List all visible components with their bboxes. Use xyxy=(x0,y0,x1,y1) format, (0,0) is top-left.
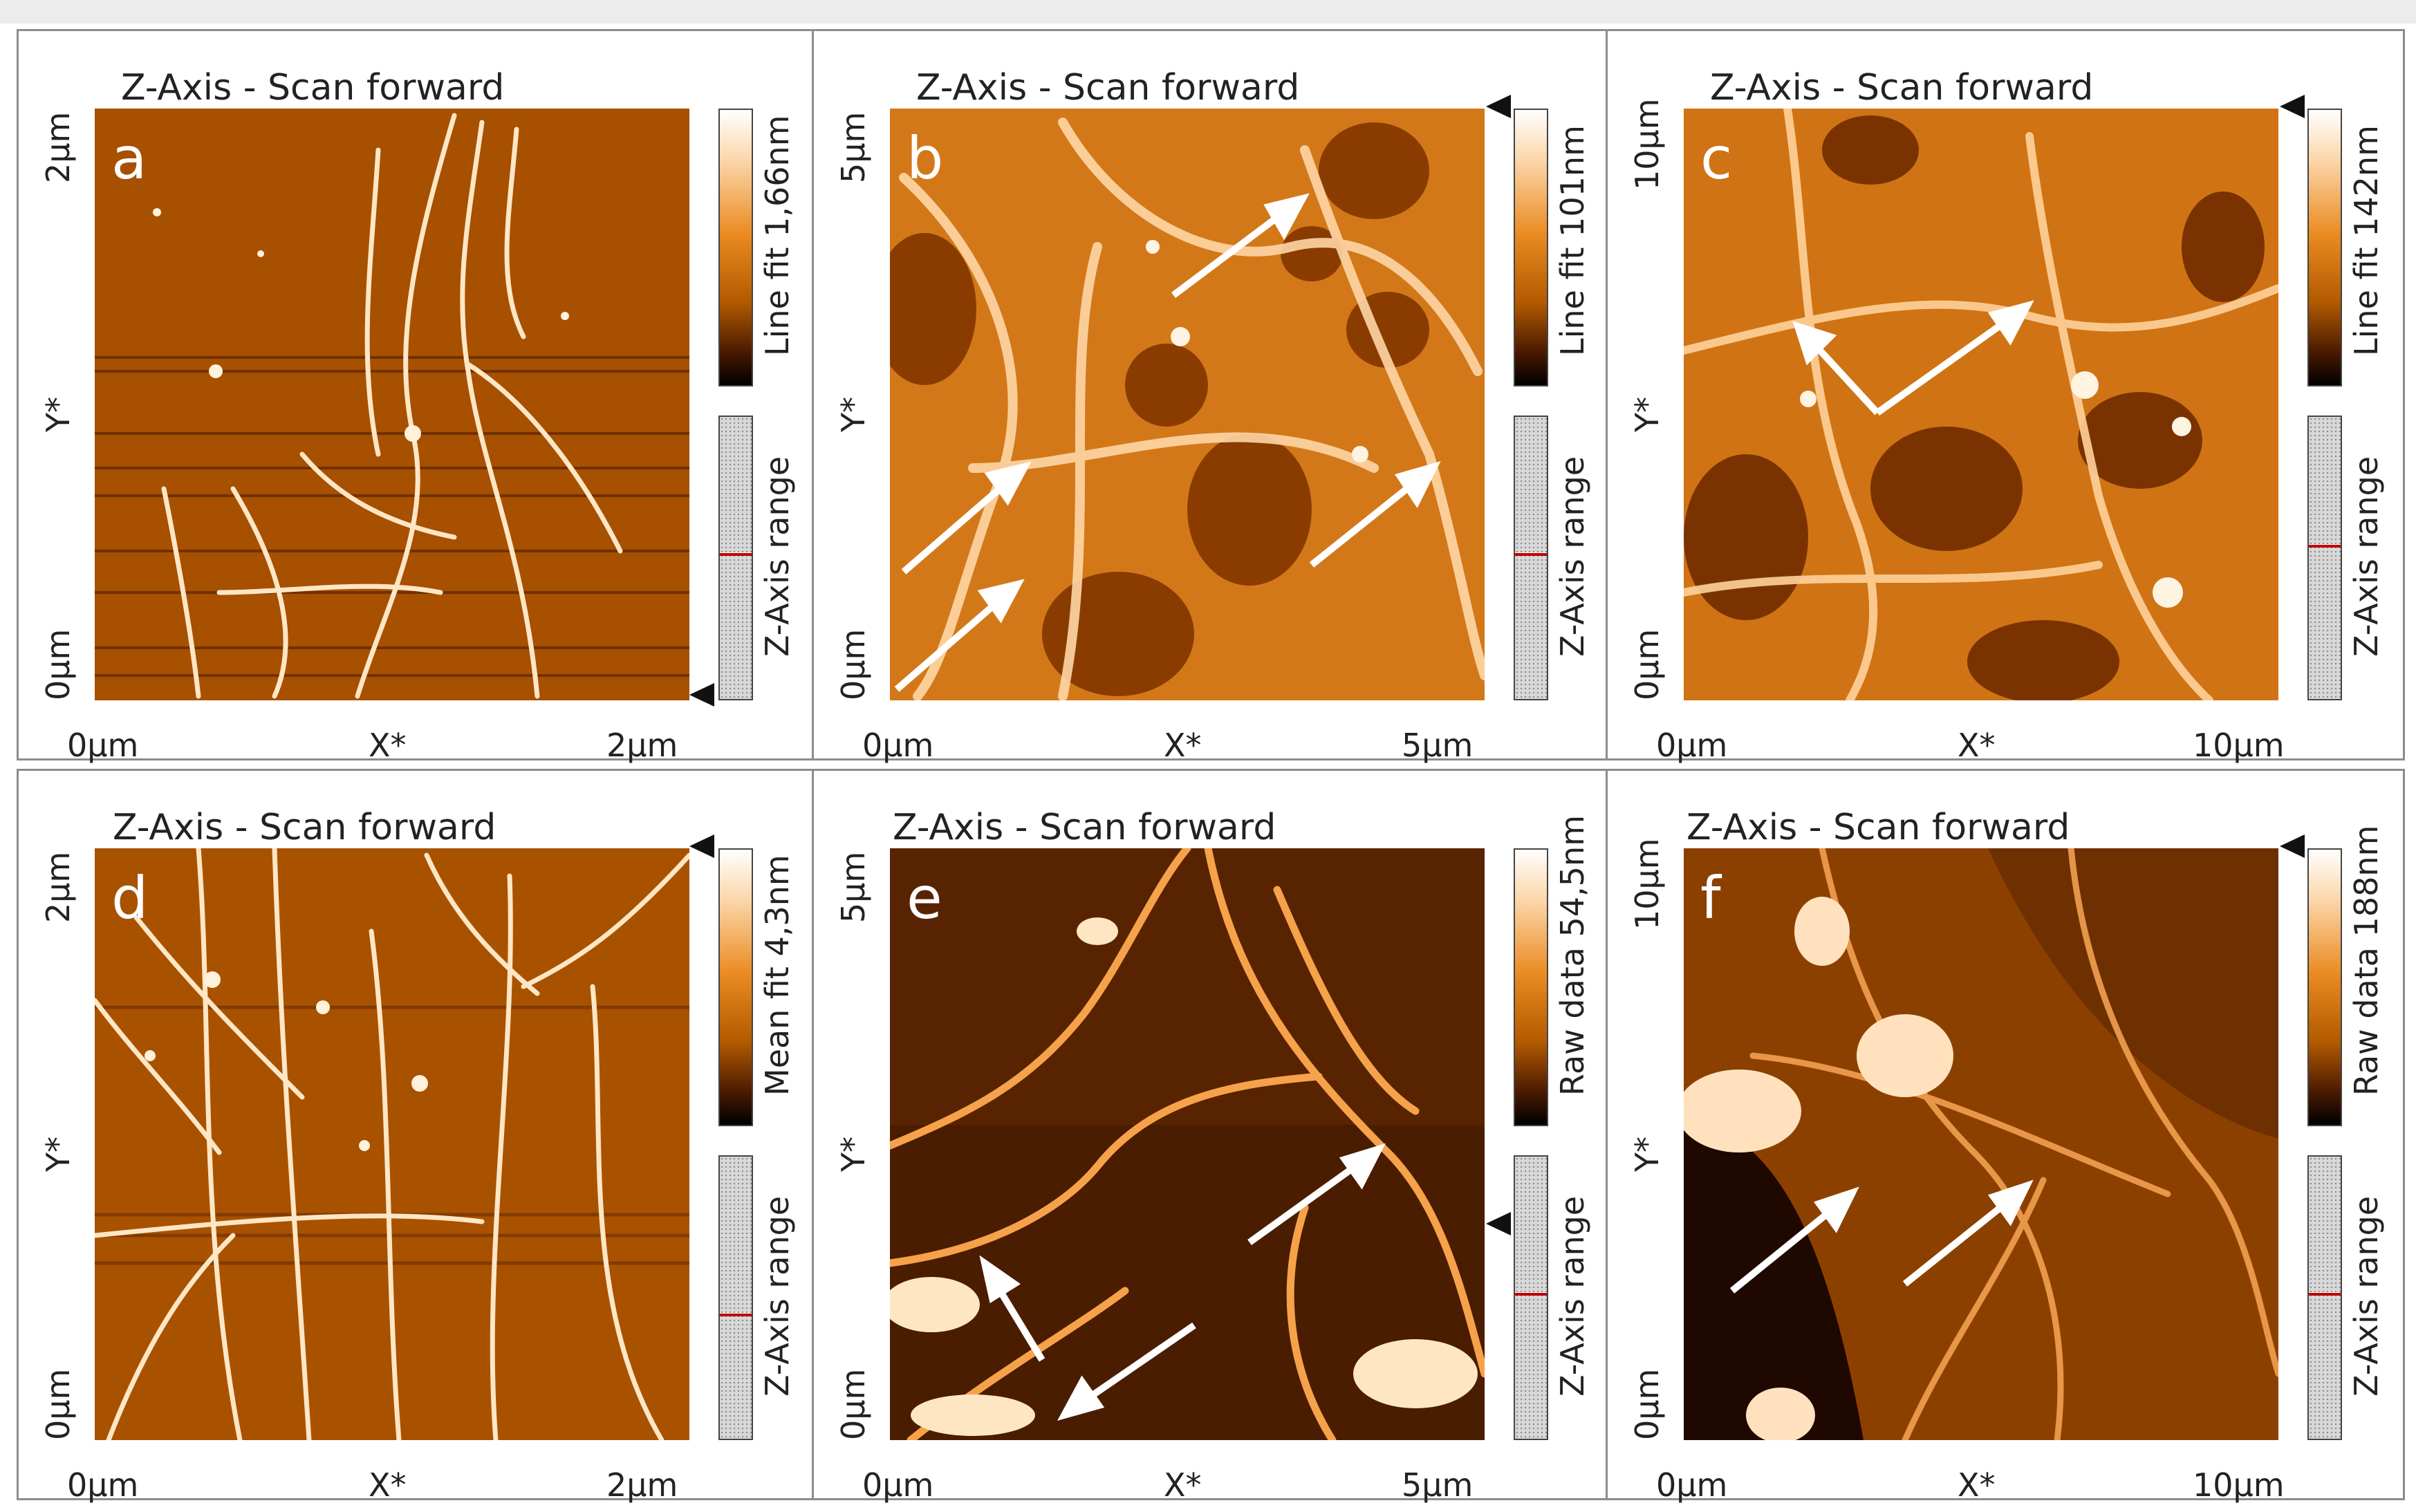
panel-letter: b xyxy=(907,124,944,192)
panel-f: Z-Axis - Scan forward f 0µm X* 10µm 0 xyxy=(1606,769,2405,1504)
panel-letter: a xyxy=(111,124,147,192)
x-axis-label: X* xyxy=(1164,1466,1202,1504)
afm-image-a: a xyxy=(95,109,689,700)
scan-direction-marker xyxy=(1486,95,1511,118)
scan-direction-marker xyxy=(689,683,714,707)
z-range-marker xyxy=(720,552,752,556)
y-axis-label: Y* xyxy=(835,1136,872,1172)
x-tick-end: 2µm xyxy=(606,1466,678,1504)
x-tick-start: 0µm xyxy=(67,727,139,764)
z-range-bar xyxy=(2307,1155,2342,1440)
x-tick-start: 0µm xyxy=(67,1466,139,1504)
panel-title: Z-Axis - Scan forward xyxy=(113,807,496,848)
colorbar xyxy=(1514,109,1548,386)
afm-image-e: e xyxy=(890,848,1485,1440)
panel-d: Z-Axis - Scan forward xyxy=(17,769,816,1504)
colorbar-label: Line fit 101nm xyxy=(1554,125,1591,356)
x-tick-start: 0µm xyxy=(1656,1466,1728,1504)
y-axis-label: Y* xyxy=(39,1136,77,1172)
y-tick-end: 10µm xyxy=(1628,838,1666,930)
afm-image-d: d xyxy=(95,848,689,1440)
panel-b: Z-Axis - Scan forward xyxy=(812,29,1611,764)
x-tick-end: 2µm xyxy=(606,727,678,764)
y-tick-start: 0µm xyxy=(39,1368,77,1440)
scan-direction-marker xyxy=(689,834,714,858)
x-tick-start: 0µm xyxy=(862,727,934,764)
colorbar xyxy=(718,848,753,1126)
x-tick-end: 10µm xyxy=(2193,727,2285,764)
scan-direction-marker xyxy=(2280,834,2305,858)
y-tick-start: 0µm xyxy=(1628,1368,1666,1440)
z-range-label: Z-Axis range xyxy=(2348,1195,2385,1397)
panel-c: Z-Axis - Scan forward xyxy=(1606,29,2405,764)
panel-title: Z-Axis - Scan forward xyxy=(1710,67,2094,109)
y-tick-start: 0µm xyxy=(1628,628,1666,700)
colorbar-label: Raw data 54,5nm xyxy=(1554,814,1591,1096)
x-axis-label: X* xyxy=(1958,727,1996,764)
y-axis-label: Y* xyxy=(1628,1136,1666,1172)
y-tick-start: 0µm xyxy=(835,628,872,700)
z-range-marker xyxy=(2309,544,2341,548)
panel-title: Z-Axis - Scan forward xyxy=(1686,807,2070,848)
panel-title: Z-Axis - Scan forward xyxy=(121,67,505,109)
panel-title: Z-Axis - Scan forward xyxy=(916,67,1300,109)
scan-direction-marker xyxy=(2280,95,2305,118)
y-tick-end: 5µm xyxy=(835,111,872,183)
z-range-label: Z-Axis range xyxy=(2348,456,2385,657)
z-range-marker xyxy=(720,1313,752,1316)
colorbar-label: Raw data 188nm xyxy=(2348,825,2385,1096)
panel-letter: c xyxy=(1700,124,1733,192)
colorbar xyxy=(718,109,753,386)
x-axis-label: X* xyxy=(369,727,407,764)
y-tick-start: 0µm xyxy=(835,1368,872,1440)
z-range-label: Z-Axis range xyxy=(759,1195,796,1397)
scan-direction-marker xyxy=(1486,1212,1511,1235)
panel-letter: d xyxy=(111,864,149,932)
top-strip xyxy=(0,0,2416,24)
y-tick-end: 2µm xyxy=(39,111,77,183)
z-range-label: Z-Axis range xyxy=(1554,456,1591,657)
z-range-marker xyxy=(1515,552,1547,556)
y-tick-end: 10µm xyxy=(1628,98,1666,190)
panel-e: Z-Axis - Scan forward e xyxy=(812,769,1611,1504)
x-tick-start: 0µm xyxy=(862,1466,934,1504)
x-axis-label: X* xyxy=(369,1466,407,1504)
afm-image-b: b xyxy=(890,109,1485,700)
y-tick-end: 2µm xyxy=(39,851,77,923)
afm-image-c: c xyxy=(1684,109,2278,700)
panel-a: Z-Axis - Scan forward xyxy=(17,29,816,764)
z-range-bar xyxy=(718,1155,753,1440)
z-range-label: Z-Axis range xyxy=(759,456,796,657)
colorbar-label: Line fit 1,66nm xyxy=(759,115,796,356)
colorbar xyxy=(2307,848,2342,1126)
colorbar-label: Line fit 142nm xyxy=(2348,125,2385,356)
z-range-bar xyxy=(1514,1155,1548,1440)
y-axis-label: Y* xyxy=(1628,396,1666,432)
y-tick-start: 0µm xyxy=(39,628,77,700)
panel-title: Z-Axis - Scan forward xyxy=(893,807,1276,848)
z-range-bar xyxy=(1514,416,1548,700)
panel-letter: f xyxy=(1700,864,1721,932)
z-range-marker xyxy=(2309,1292,2341,1296)
x-axis-label: X* xyxy=(1958,1466,1996,1504)
x-tick-start: 0µm xyxy=(1656,727,1728,764)
colorbar-label: Mean fit 4,3nm xyxy=(759,855,796,1096)
z-range-label: Z-Axis range xyxy=(1554,1195,1591,1397)
x-tick-end: 5µm xyxy=(1402,727,1474,764)
z-range-bar xyxy=(718,416,753,700)
y-tick-end: 5µm xyxy=(835,851,872,923)
y-axis-label: Y* xyxy=(835,396,872,432)
x-axis-label: X* xyxy=(1164,727,1202,764)
colorbar xyxy=(2307,109,2342,386)
z-range-marker xyxy=(1515,1292,1547,1296)
panel-letter: e xyxy=(907,864,942,932)
y-axis-label: Y* xyxy=(39,396,77,432)
colorbar xyxy=(1514,848,1548,1126)
x-tick-end: 10µm xyxy=(2193,1466,2285,1504)
afm-image-f: f xyxy=(1684,848,2278,1440)
z-range-bar xyxy=(2307,416,2342,700)
x-tick-end: 5µm xyxy=(1402,1466,1474,1504)
